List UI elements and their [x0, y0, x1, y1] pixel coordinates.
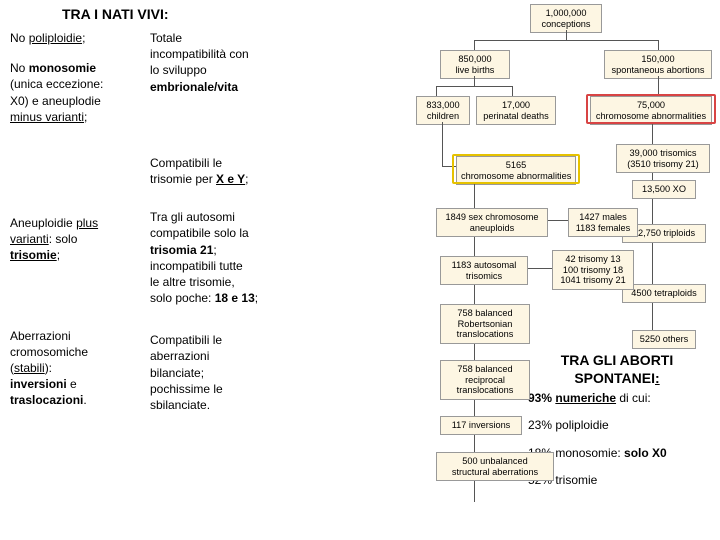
node-tetraploids: 4500 tetraploids [622, 284, 706, 303]
node-unbal: 500 unbalancedstructural aberrations [436, 452, 554, 481]
highlight-red-1 [586, 94, 716, 124]
node-xo13500: 13,500 XO [632, 180, 696, 199]
node-balrec: 758 balancedreciprocaltranslocations [440, 360, 530, 400]
left-p3: Aneuploidie plus varianti: solo trisomie… [10, 215, 150, 264]
left-column: No No poliploidie;poliploidie; No monoso… [10, 30, 150, 408]
highlight-yellow-1 [452, 154, 580, 184]
node-perinatal: 17,000perinatal deaths [476, 96, 556, 125]
node-balrob: 758 balancedRobertsoniantranslocations [440, 304, 530, 344]
mid-m4: Compatibili le aberrazioni bilanciate; p… [150, 332, 330, 413]
left-p1: No No poliploidie;poliploidie; [10, 30, 150, 46]
mid-m3: Tra gli autosomi compatibile solo la tri… [150, 209, 330, 306]
mid-column: Totale incompatibilità con lo sviluppo e… [150, 30, 330, 413]
page-title: TRA I NATI VIVI: [62, 6, 169, 22]
mid-m1: Totale incompatibilità con lo sviluppo e… [150, 30, 330, 95]
node-spontabort: 150,000spontaneous abortions [604, 50, 712, 79]
left-p2: No monosomie (unica eccezione: X0) e ane… [10, 60, 150, 125]
node-trisomics39: 39,000 trisomics(3510 trisomy 21) [616, 144, 710, 173]
tree-diagram: 1,000,000conceptions 850,000live births … [416, 4, 716, 534]
left-p4: Aberrazioni cromosomiche (stabili): inve… [10, 328, 150, 409]
mid-m2: Compatibili le trisomie per X e Y; [150, 155, 330, 187]
node-auttri: 1183 autosomaltrisomics [440, 256, 528, 285]
node-mf: 1427 males1183 females [568, 208, 638, 237]
node-conceptions: 1,000,000conceptions [530, 4, 602, 33]
node-others: 5250 others [632, 330, 696, 349]
node-children: 833,000children [416, 96, 470, 125]
node-sexaneu: 1849 sex chromosomeaneuploids [436, 208, 548, 237]
node-inversions: 117 inversions [440, 416, 522, 435]
node-livebirths: 850,000live births [440, 50, 510, 79]
node-trisbreak: 42 trisomy 13100 trisomy 181041 trisomy … [552, 250, 634, 290]
